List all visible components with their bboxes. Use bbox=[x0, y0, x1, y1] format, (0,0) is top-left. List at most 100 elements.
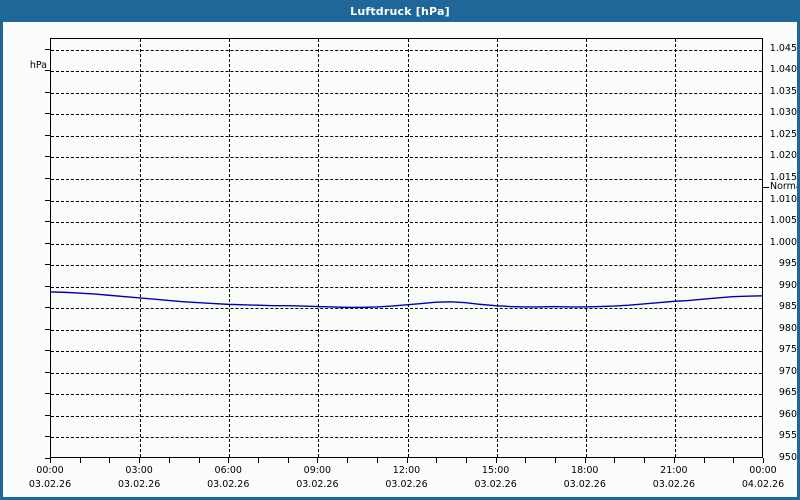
grid-line-vertical bbox=[674, 39, 676, 457]
x-axis-tick-mark bbox=[287, 458, 289, 463]
x-tick-date: 03.02.26 bbox=[563, 479, 606, 490]
y-axis-tick-label: 1.035 bbox=[769, 85, 797, 97]
y-axis-tick-label: 975 bbox=[778, 344, 797, 356]
page-title: Luftdruck [hPa] bbox=[350, 4, 450, 18]
grid-line-horizontal bbox=[51, 114, 762, 116]
y-axis-tick-label: 1.045 bbox=[769, 42, 797, 54]
x-axis-tick-mark bbox=[79, 458, 81, 463]
x-tick-time: 06:00 bbox=[214, 465, 242, 476]
grid-line-horizontal bbox=[51, 415, 762, 417]
x-axis-tick-label: 18:00 03.02.26 bbox=[550, 464, 620, 492]
y-axis-tick-mark bbox=[45, 242, 50, 244]
x-axis-tick-mark bbox=[703, 458, 705, 463]
y-axis-tick-mark bbox=[45, 156, 50, 158]
y-axis-tick-label: 1.020 bbox=[769, 150, 797, 162]
plot-area bbox=[50, 38, 763, 458]
grid-line-horizontal bbox=[51, 179, 762, 180]
y-axis-tick-mark bbox=[45, 91, 50, 93]
grid-line-horizontal bbox=[51, 243, 762, 245]
x-axis-tick-mark bbox=[733, 458, 735, 463]
grid-line-vertical bbox=[318, 39, 320, 457]
grid-line-horizontal bbox=[51, 437, 762, 439]
x-tick-time: 12:00 bbox=[392, 465, 421, 476]
x-axis-tick-mark bbox=[109, 458, 111, 463]
x-axis-tick-label: 03:00 03.02.26 bbox=[104, 464, 174, 492]
y-axis-tick-mark bbox=[45, 221, 50, 223]
x-axis-tick-mark bbox=[168, 458, 170, 463]
x-tick-time: 00:00 bbox=[36, 465, 64, 476]
x-axis-tick-mark bbox=[673, 458, 675, 463]
x-axis-tick-mark bbox=[525, 458, 527, 463]
y-axis-tick-label: 1.005 bbox=[769, 215, 797, 227]
y-axis-tick-mark bbox=[45, 134, 50, 136]
grid-line-vertical bbox=[496, 39, 498, 457]
grid-line-horizontal bbox=[51, 394, 762, 396]
x-tick-time: 15:00 bbox=[481, 465, 510, 476]
x-tick-date: 04.02.26 bbox=[741, 479, 785, 490]
chart-canvas: hPa 1.045 1.040 1.035 1.030 1.025 1.020 1.015 1… bbox=[3, 22, 797, 497]
y-axis-tick-label: 1.015 bbox=[769, 172, 797, 183]
y-axis-tick-label: 1.025 bbox=[769, 128, 797, 140]
x-tick-time: 00:00 bbox=[749, 465, 777, 476]
y-axis-tick-mark bbox=[45, 436, 50, 438]
x-axis-tick-mark bbox=[495, 458, 497, 463]
x-axis-tick-label: 06:00 03.02.26 bbox=[193, 464, 263, 492]
x-axis-tick-mark bbox=[198, 458, 200, 463]
y-axis-tick-mark bbox=[45, 178, 50, 179]
grid-line-horizontal bbox=[51, 49, 762, 51]
normal-level-label: Normal bbox=[770, 180, 797, 192]
x-axis-tick-label: 12:00 03.02.26 bbox=[372, 464, 442, 492]
x-tick-date: 03.02.26 bbox=[117, 479, 161, 490]
x-axis-tick-mark bbox=[228, 458, 230, 463]
y-axis-tick-label: 990 bbox=[778, 279, 797, 291]
grid-line-vertical bbox=[140, 39, 142, 457]
x-tick-date: 03.02.26 bbox=[652, 479, 696, 490]
grid-line-horizontal bbox=[51, 372, 762, 374]
y-axis-tick-mark bbox=[45, 307, 50, 309]
grid-line-horizontal bbox=[51, 92, 762, 94]
y-axis-tick-mark bbox=[45, 285, 50, 287]
grid-line-horizontal bbox=[51, 222, 762, 224]
y-axis-tick-mark bbox=[45, 393, 50, 395]
x-axis-tick-mark bbox=[555, 458, 557, 463]
y-axis-tick-label: 965 bbox=[778, 387, 797, 399]
x-tick-date: 03.02.26 bbox=[28, 479, 72, 490]
y-axis-unit-label: hPa bbox=[29, 60, 47, 71]
y-axis-tick-mark bbox=[45, 70, 50, 72]
x-tick-time: 21:00 bbox=[660, 465, 688, 476]
y-axis-tick-label: 1.040 bbox=[769, 64, 797, 76]
x-axis-tick-mark bbox=[257, 458, 259, 463]
x-axis-tick-mark bbox=[436, 458, 438, 463]
x-axis-tick-mark bbox=[763, 458, 764, 463]
x-axis-tick-label: 15:00 03.02.26 bbox=[461, 464, 531, 492]
y-axis-tick-mark bbox=[45, 48, 50, 50]
y-axis-tick-mark bbox=[45, 199, 50, 201]
grid-line-horizontal bbox=[51, 308, 762, 310]
x-axis-tick-mark bbox=[465, 458, 467, 463]
y-axis-tick-label: 980 bbox=[778, 322, 797, 334]
grid-line-horizontal bbox=[51, 351, 762, 353]
y-axis-tick-mark bbox=[45, 371, 50, 373]
x-axis-tick-mark bbox=[50, 458, 51, 463]
x-axis-tick-mark bbox=[139, 458, 141, 463]
window-title-bar: Luftdruck [hPa] bbox=[3, 0, 797, 22]
grid-line-horizontal bbox=[51, 71, 762, 73]
x-tick-time: 09:00 bbox=[303, 465, 332, 476]
x-axis-tick-label: 21:00 03.02.26 bbox=[639, 464, 709, 492]
y-axis-tick-label: 955 bbox=[778, 430, 797, 442]
grid-line-horizontal bbox=[51, 286, 762, 288]
x-axis-tick-mark bbox=[614, 458, 616, 463]
x-tick-date: 03.02.26 bbox=[474, 479, 517, 490]
grid-line-horizontal bbox=[51, 200, 762, 202]
y-axis-tick-label: 970 bbox=[778, 365, 797, 377]
x-tick-date: 03.02.26 bbox=[296, 479, 339, 490]
y-axis-tick-label: 960 bbox=[778, 408, 797, 420]
x-tick-time: 18:00 bbox=[571, 465, 599, 476]
x-axis-tick-mark bbox=[376, 458, 378, 463]
grid-line-vertical bbox=[229, 39, 231, 457]
x-axis-tick-label: 00:00 04.02.26 bbox=[728, 464, 797, 492]
y-axis-tick-mark bbox=[45, 328, 50, 330]
y-axis-tick-mark bbox=[45, 350, 50, 352]
x-tick-time: 03:00 bbox=[125, 465, 153, 476]
